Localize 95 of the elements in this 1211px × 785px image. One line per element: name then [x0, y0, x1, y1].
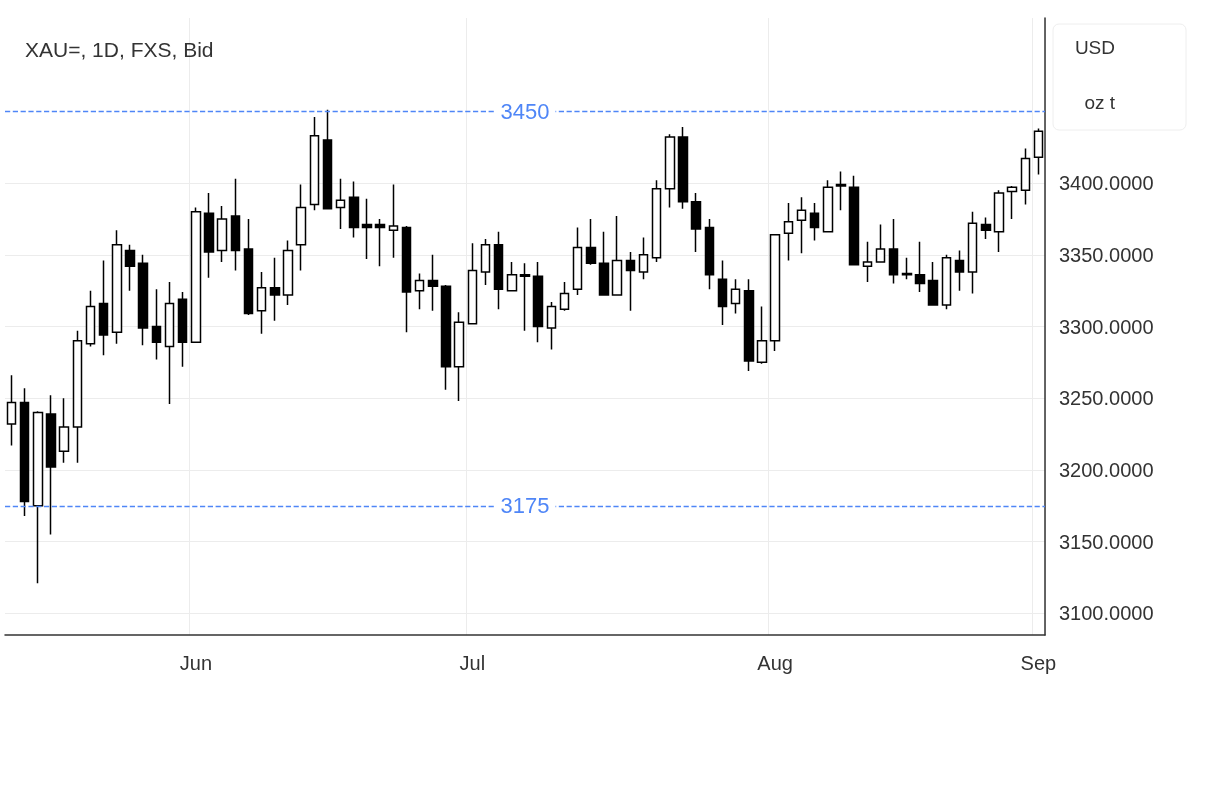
ref-line-label: 3450 [500, 98, 550, 124]
candlestick [980, 216, 992, 240]
candlestick [914, 241, 926, 293]
candlestick [717, 259, 728, 326]
candlestick [532, 261, 544, 344]
candlestick [664, 133, 676, 209]
ref-line-label: 3175 [500, 493, 550, 519]
x-tick-label: Jul [459, 652, 486, 674]
candlestick [730, 278, 741, 315]
candlestick [256, 271, 267, 335]
candlestick [401, 225, 412, 333]
y-tick-label: 3350.0000 [1059, 243, 1154, 266]
x-tick-label: Jun [179, 652, 213, 674]
candlestick [216, 205, 228, 263]
text: XAU=, 1D, FXS, Bid [25, 38, 214, 61]
candlestick [98, 259, 109, 356]
candlestick [743, 278, 755, 372]
candlestick [835, 170, 847, 212]
candlestick [6, 374, 17, 447]
candlestick [243, 218, 254, 316]
y-tick-label: 3400.0000 [1059, 172, 1154, 195]
candlestick [954, 249, 965, 292]
candlestick [493, 231, 504, 311]
candlestick [1006, 185, 1018, 220]
candlestick [124, 243, 136, 292]
y-tick-label: 3100.0000 [1059, 602, 1154, 625]
candlestick [282, 239, 294, 306]
candlestick [1033, 127, 1044, 176]
candlestick [585, 218, 597, 266]
candlestick [58, 397, 70, 464]
candlestick [361, 198, 373, 260]
y-tick-label: 3200.0000 [1059, 458, 1154, 481]
y-tick-label: 3300.0000 [1059, 315, 1154, 338]
candlestick [177, 291, 188, 368]
candlestick [440, 284, 452, 391]
text: USD [1074, 37, 1116, 58]
candlestick [480, 238, 491, 286]
candlestick [164, 281, 175, 405]
candlestick [519, 262, 531, 332]
candlestick [453, 311, 465, 402]
candlestick [677, 126, 689, 210]
candlestick [348, 180, 360, 239]
candlestick [230, 177, 241, 272]
candlestick [546, 301, 557, 351]
candlestick [901, 256, 913, 280]
candlestick [203, 192, 215, 279]
text: oz t [1084, 92, 1116, 113]
candlestick [388, 183, 399, 259]
candlestick [190, 206, 202, 344]
candlestick [85, 289, 96, 348]
candlestick [783, 202, 794, 262]
candlestick [19, 387, 30, 517]
candlestick [572, 226, 583, 296]
x-tick-label: Sep [1020, 652, 1057, 674]
candlestick [704, 218, 715, 290]
candlestick [993, 189, 1005, 253]
candlestick [756, 305, 768, 365]
candlestick [322, 109, 333, 210]
candlestick [941, 254, 952, 311]
candlestick [559, 281, 570, 312]
candlestick [638, 236, 649, 280]
candlestick [335, 177, 346, 230]
candlestick [269, 256, 281, 322]
candlestick [888, 218, 899, 285]
y-tick-label: 3150.0000 [1059, 530, 1154, 553]
candlestick [967, 210, 978, 295]
candlestick [45, 394, 57, 536]
candlestick [72, 330, 83, 464]
candlestick [111, 229, 123, 345]
y-tick-label: 3250.0000 [1059, 387, 1154, 410]
candlestick [809, 202, 820, 242]
candlestick [611, 215, 623, 296]
candlestick [295, 183, 307, 272]
candlestick [598, 231, 610, 296]
candlestick [625, 251, 636, 312]
candlestick [1020, 147, 1031, 206]
candlestick [690, 192, 702, 253]
candlestick [467, 242, 478, 325]
candlestick [151, 288, 162, 361]
candlestick [848, 175, 860, 266]
candlestick [414, 272, 425, 311]
candlestick [137, 254, 149, 346]
candlestick [875, 223, 886, 263]
candlestick [374, 218, 386, 267]
candlestick [927, 261, 939, 306]
x-tick-label: Aug [757, 652, 793, 674]
candlestick [427, 254, 439, 312]
candlestick [862, 241, 873, 283]
candlestick [651, 179, 662, 263]
candlestick [769, 233, 781, 352]
candlestick [822, 179, 834, 233]
candlestick [506, 261, 518, 292]
candlestick [309, 116, 320, 212]
candlestick [796, 196, 807, 255]
candlestick [32, 410, 44, 585]
